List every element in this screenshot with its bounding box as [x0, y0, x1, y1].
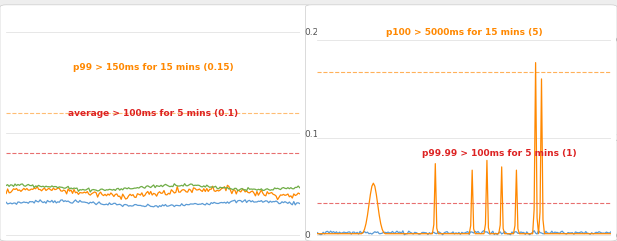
Text: p100 > 5000ms for 15 mins (5): p100 > 5000ms for 15 mins (5) — [386, 28, 542, 37]
Text: p99 > 150ms for 15 mins (0.15): p99 > 150ms for 15 mins (0.15) — [73, 63, 233, 72]
Text: average > 100ms for 5 mins (0.1): average > 100ms for 5 mins (0.1) — [68, 109, 238, 118]
Text: p99.99 > 100ms for 5 mins (1): p99.99 > 100ms for 5 mins (1) — [422, 149, 577, 158]
